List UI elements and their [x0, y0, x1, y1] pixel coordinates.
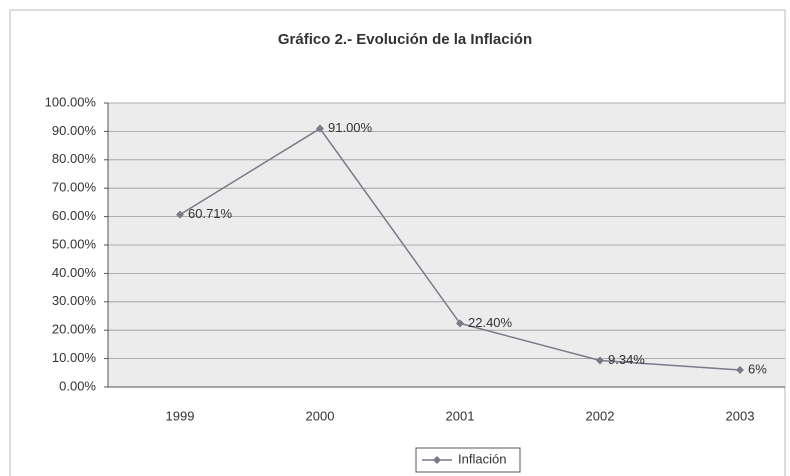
y-tick-label: 0.00% [59, 378, 96, 393]
data-label: 6% [748, 361, 767, 376]
data-label: 91.00% [328, 120, 373, 135]
data-point [456, 319, 464, 328]
y-tick-label: 90.00% [52, 123, 97, 138]
data-point [316, 124, 324, 133]
data-label: 60.71% [188, 206, 233, 221]
y-tick-label: 100.00% [45, 94, 97, 109]
data-label: 22.40% [468, 315, 513, 330]
y-tick-label: 40.00% [52, 265, 97, 280]
x-tick-label: 2001 [446, 408, 475, 423]
legend-label: Inflación [458, 451, 506, 466]
y-tick-label: 20.00% [52, 322, 97, 337]
data-point [596, 356, 604, 365]
data-label: 9.34% [608, 352, 645, 367]
y-tick-label: 80.00% [52, 151, 97, 166]
chart-title: Gráfico 2.- Evolución de la Inflación [278, 31, 532, 48]
x-tick-label: 2002 [586, 408, 615, 423]
x-tick-label: 1999 [166, 408, 195, 423]
x-tick-label: 2003 [726, 408, 755, 423]
y-tick-label: 50.00% [52, 236, 97, 251]
y-tick-label: 60.00% [52, 208, 97, 223]
y-tick-label: 30.00% [52, 293, 97, 308]
data-point [176, 210, 184, 219]
data-point [736, 365, 744, 374]
x-tick-label: 2000 [306, 408, 335, 423]
y-tick-label: 70.00% [52, 180, 97, 195]
y-tick-label: 10.00% [52, 350, 97, 365]
legend-marker [433, 456, 441, 464]
